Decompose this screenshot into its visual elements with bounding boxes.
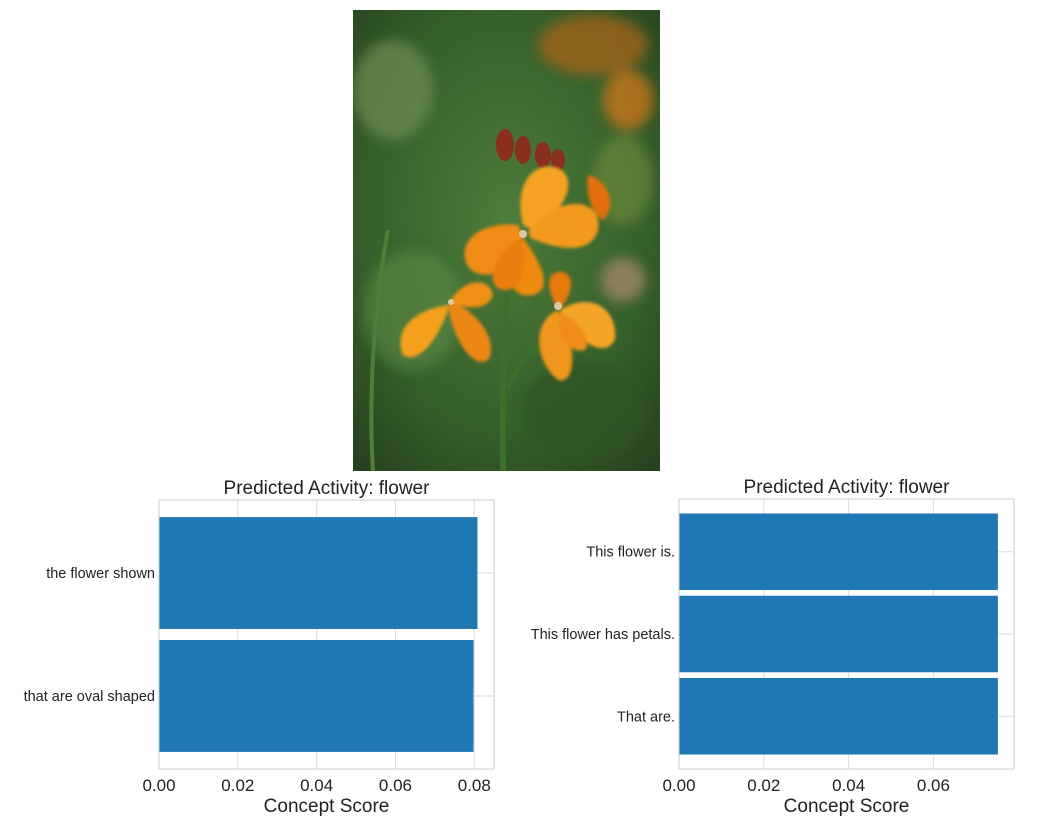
x-tick-label: 0.00: [662, 776, 695, 795]
x-tick-label: 0.02: [221, 776, 254, 795]
chart-title: Predicted Activity: flower: [224, 478, 431, 499]
y-tick-label: That are.: [617, 709, 675, 725]
x-tick-label: 0.02: [747, 776, 780, 795]
chart-title: Predicted Activity: flower: [744, 477, 951, 498]
x-tick-label: 0.00: [142, 776, 175, 795]
x-axis-label: Concept Score: [264, 796, 390, 817]
flower-petals-left: [400, 282, 493, 362]
photo-bokeh: [353, 15, 653, 460]
y-tick-label: the flower shown: [46, 566, 155, 582]
bar: [679, 595, 998, 673]
bar: [159, 640, 474, 752]
bar: [679, 678, 998, 755]
flower-buds: [496, 129, 565, 171]
x-tick-label: 0.06: [917, 776, 950, 795]
plot-frame: [678, 498, 1015, 770]
flower-petals-right: [539, 271, 616, 381]
flower-petals-top: [464, 166, 611, 296]
y-tick-label: that are oval shaped: [24, 689, 155, 705]
x-tick-label: 0.06: [379, 776, 412, 795]
bar: [159, 517, 478, 629]
x-tick-label: 0.08: [458, 776, 491, 795]
flower-centers: [448, 230, 562, 310]
bar: [679, 513, 998, 590]
plot-frame: [158, 499, 495, 770]
x-axis-label: Concept Score: [784, 796, 910, 817]
y-tick-label: This flower is.: [586, 545, 675, 561]
x-tick-label: 0.04: [300, 776, 333, 795]
concept-score-chart-right: This flower is. This flower has petals. Th…: [531, 477, 1015, 817]
y-tick-label: This flower has petals.: [531, 627, 675, 643]
flower-photo: [353, 10, 660, 471]
concept-score-chart-left: the flower shown that are oval shaped 0.00…: [24, 478, 495, 817]
x-tick-label: 0.04: [832, 776, 865, 795]
